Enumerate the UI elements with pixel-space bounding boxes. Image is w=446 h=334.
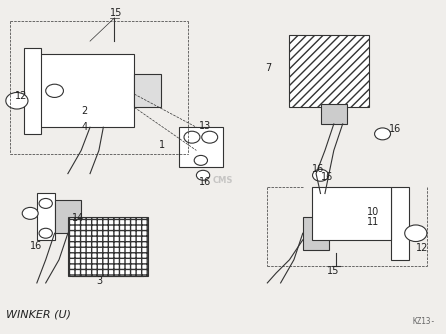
- Circle shape: [375, 128, 391, 140]
- Text: 16: 16: [312, 164, 324, 174]
- Text: 14: 14: [72, 213, 85, 223]
- Bar: [54, 200, 81, 233]
- Circle shape: [6, 93, 28, 109]
- Text: 12: 12: [416, 243, 428, 253]
- Circle shape: [202, 131, 218, 143]
- Text: 15: 15: [327, 266, 339, 276]
- Circle shape: [22, 207, 38, 219]
- Text: 12: 12: [15, 91, 27, 101]
- Bar: [68, 217, 148, 276]
- Text: 3: 3: [97, 276, 103, 286]
- Bar: [303, 217, 330, 250]
- Text: 11: 11: [367, 217, 379, 227]
- Bar: [321, 104, 347, 124]
- Text: CMS: CMS: [213, 176, 233, 185]
- Text: 15: 15: [110, 8, 122, 18]
- Circle shape: [39, 228, 52, 238]
- Text: KZ13-: KZ13-: [413, 317, 436, 326]
- Text: 16: 16: [198, 177, 211, 187]
- Text: 16: 16: [389, 124, 401, 134]
- Bar: [392, 187, 409, 260]
- Circle shape: [39, 198, 52, 208]
- Text: 16: 16: [321, 172, 333, 182]
- Bar: [179, 127, 223, 167]
- Text: 10: 10: [367, 207, 379, 217]
- Bar: [37, 193, 54, 240]
- Bar: [134, 74, 161, 107]
- Circle shape: [184, 131, 200, 143]
- Text: WINKER (U): WINKER (U): [6, 309, 71, 319]
- Bar: [312, 187, 392, 240]
- Bar: [289, 34, 369, 107]
- Text: 16: 16: [30, 241, 42, 252]
- Text: 13: 13: [198, 121, 211, 131]
- Bar: [37, 54, 134, 127]
- Text: 1: 1: [159, 141, 165, 151]
- Circle shape: [405, 225, 427, 241]
- Text: 2: 2: [81, 106, 87, 116]
- Bar: [24, 48, 41, 134]
- Circle shape: [45, 84, 63, 98]
- Text: 4: 4: [81, 122, 87, 132]
- Circle shape: [196, 170, 210, 180]
- Text: 7: 7: [265, 63, 271, 72]
- Circle shape: [313, 169, 329, 181]
- Circle shape: [194, 155, 207, 165]
